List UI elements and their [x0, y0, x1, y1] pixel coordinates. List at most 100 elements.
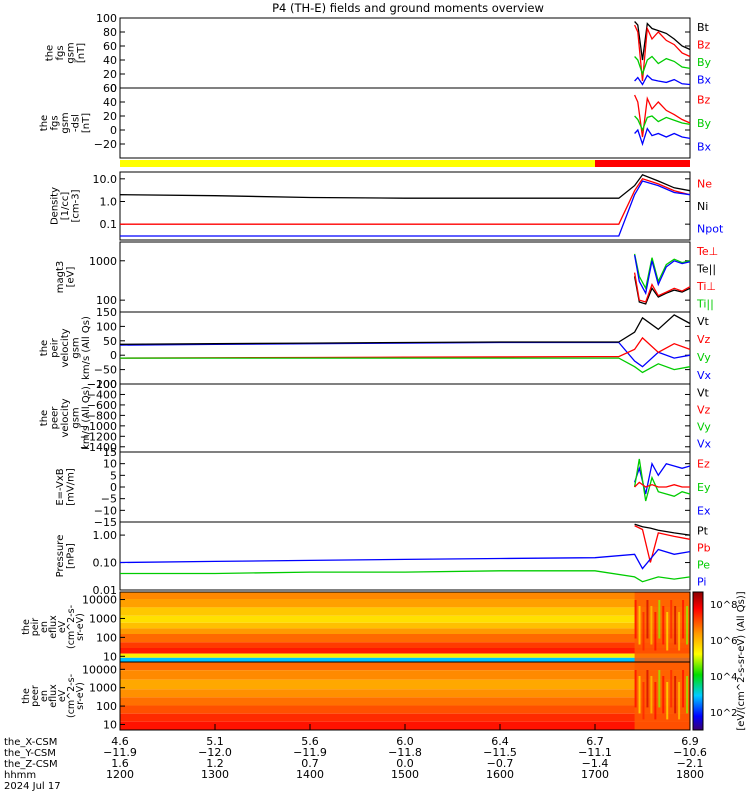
ephemeris-value: 1300: [201, 768, 229, 781]
series-Bx: [634, 74, 691, 86]
ephemeris-value: −0.7: [487, 757, 514, 770]
ephemeris-value: 1600: [486, 768, 514, 781]
legend-item: Ne: [697, 177, 712, 190]
y-tick-label: 5: [110, 469, 117, 482]
y-tick-label: 0: [110, 124, 117, 137]
y-tick-label: 10000: [82, 663, 117, 676]
active-streak: [666, 612, 669, 651]
colorbar-strip: [692, 591, 704, 731]
spectrogram-peer-eflux: 10 100 1000 10000 thepeerenefluxeV(cm^2-s-sr…: [21, 661, 691, 731]
ephemeris-value: 1.6: [111, 757, 129, 770]
series-By: [634, 115, 691, 132]
series-Ez: [634, 481, 690, 488]
y-axis-label: eV: [57, 620, 68, 633]
y-tick-label: 10.0: [93, 173, 118, 186]
series-Pi: [119, 548, 691, 570]
y-tick-label: 1.00: [93, 529, 118, 542]
y-axis-label: gsm: [71, 337, 82, 358]
panel-frame: [119, 171, 691, 241]
y-tick-label: 10: [103, 650, 117, 663]
spectrogram-panels: 10100100010000thepeirenefluxeV(cm^2-s-sr…: [21, 591, 691, 731]
active-streak: [642, 682, 645, 720]
colorbar-tick: 10^6: [710, 636, 737, 647]
legend-item: Te||: [696, 262, 716, 275]
legend-item: Bz: [697, 38, 711, 51]
y-tick-label: 0: [110, 82, 117, 95]
series-Bz: [634, 94, 691, 138]
legend-item: Vx: [697, 438, 712, 451]
y-tick-label: 150: [96, 306, 117, 319]
legend-item: Ti||: [696, 297, 714, 310]
spectrogram-band: [120, 705, 690, 714]
panel-pressure: 0.01 0.10 1.00 Pressure [nPa] Pt Pb Pe Pi: [55, 521, 711, 597]
y-axis-label: velocity: [60, 398, 71, 437]
y-axis-label: [nT]: [81, 113, 92, 133]
ephemeris-date: 2024 Jul 17: [4, 781, 61, 792]
ephemeris-value: 6.9: [681, 735, 699, 748]
spectrogram-band: [120, 628, 690, 634]
spectrogram-band: [120, 653, 690, 658]
ephemeris-label: the_X-CSM: [4, 737, 57, 748]
y-tick-label: −15: [94, 516, 117, 529]
y-axis-label: velocity: [60, 328, 71, 367]
y-axis-label: (cm^2-s-: [66, 674, 77, 718]
active-streak: [642, 612, 645, 651]
series-Ti||: [633, 253, 691, 291]
active-streak: [654, 612, 657, 651]
ephemeris-label: the_Y-CSM: [4, 748, 56, 759]
y-axis-label: the: [39, 340, 50, 356]
series-Npot: [120, 180, 691, 237]
active-streak: [678, 682, 681, 720]
active-streak: [658, 600, 661, 639]
y-tick-label: −800: [87, 409, 117, 422]
ephemeris-value: −11.9: [103, 746, 137, 759]
legend-item: Ez: [697, 458, 710, 471]
ephemeris-value: 6.0: [396, 735, 414, 748]
active-streak: [670, 600, 673, 639]
panel-frame: [119, 17, 691, 89]
spectrogram-band: [120, 662, 690, 671]
panel-frame: [119, 521, 691, 591]
ephemeris-value: 0.7: [301, 757, 319, 770]
ephemeris-value: 1400: [296, 768, 324, 781]
plot-title: P4 (TH-E) fields and ground moments over…: [272, 1, 544, 15]
spectrogram-band: [120, 713, 690, 722]
y-tick-label: 100: [96, 631, 117, 644]
y-tick-label: −1200: [80, 430, 117, 443]
mode-bar-segment: [120, 160, 595, 167]
ephemeris-value: −1.4: [582, 757, 609, 770]
active-streak: [634, 670, 637, 708]
ephemeris-value: 1.2: [206, 757, 224, 770]
panel-density: 0.1 1.0 10.0 Density [1/cc] [cm-3] Ne Ni Npot: [50, 171, 724, 241]
ephemeris-value: −12.0: [198, 746, 232, 759]
spectrogram-band: [120, 689, 690, 698]
legend-item: Vy: [697, 351, 711, 364]
legend-item: Ti⊥: [696, 280, 716, 293]
active-streak: [686, 676, 689, 714]
y-axis-label: sr-eV): [75, 682, 86, 710]
active-streak: [662, 676, 665, 714]
ephemeris-value: −11.1: [578, 746, 612, 759]
y-tick-label: −100: [87, 378, 117, 391]
ephemeris-label: the_Z-CSM: [4, 759, 58, 770]
y-axis-label: Density: [50, 187, 61, 225]
series-Bz: [634, 24, 691, 82]
y-tick-label: 40: [103, 96, 117, 109]
y-tick-label: 15: [103, 446, 117, 459]
active-streak: [662, 606, 665, 645]
active-streak: [638, 676, 641, 714]
y-tick-label: 0.10: [93, 557, 118, 570]
colorbar-label: [eV/(cm^2-s-sr-eV) (All Qs)]: [736, 591, 747, 730]
colorbar: 10^8 10^6 10^4 10^2[eV/(cm^2-s-sr-eV) (All …: [692, 591, 747, 731]
spectrogram-band: [120, 599, 690, 608]
series-Te||: [633, 276, 691, 305]
ephemeris-table: the_X-CSM 4.6 5.1 5.6 6.0 6.4 6.7 6.9 the_Y-CSM −…: [4, 724, 707, 792]
y-axis-label: [nPa]: [65, 543, 76, 569]
panel-temperature: 100 1000 magt3 [eV] Te⊥ Te|| Ti⊥ Ti||: [55, 241, 718, 313]
legend-item: Vt: [697, 315, 710, 328]
y-tick-label: −600: [87, 399, 117, 412]
